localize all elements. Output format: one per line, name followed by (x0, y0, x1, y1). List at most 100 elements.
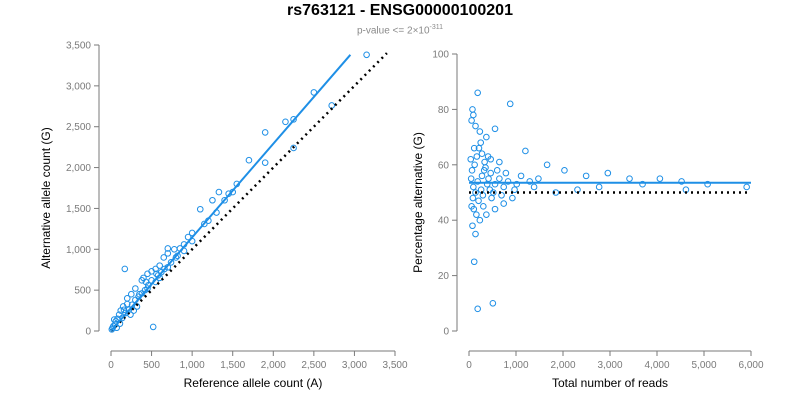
left-data-point (164, 245, 172, 252)
right-data-point (469, 222, 476, 230)
right-data-point (530, 183, 538, 191)
right-y-tick-label: 100 (432, 50, 449, 61)
right-data-point (470, 258, 478, 266)
right-x-tick-label: 0 (466, 360, 472, 371)
right-data-point (467, 175, 475, 182)
right-data-point (535, 175, 542, 182)
right-data-point (468, 167, 476, 174)
right-data-point (476, 216, 484, 224)
left-y-tick-label: 1,000 (66, 245, 91, 256)
right-data-point (475, 197, 482, 205)
left-data-point (130, 307, 138, 314)
right-data-point (483, 133, 490, 141)
right-data-point (493, 167, 501, 174)
left-x-tick-label: 0 (108, 360, 114, 371)
left-data-point (164, 250, 172, 257)
left-x-tick-label: 1,500 (220, 360, 245, 371)
right-data-point (470, 205, 478, 213)
left-data-point (110, 316, 118, 323)
left-data-point (156, 262, 163, 269)
left-data-point (261, 129, 269, 136)
right-data-point (474, 89, 481, 97)
left-data-point (196, 205, 204, 213)
right-data-point (517, 172, 525, 180)
right-data-point (498, 191, 505, 199)
left-data-point (161, 265, 168, 273)
right-data-point (476, 128, 484, 135)
right-data-point (473, 153, 481, 160)
left-y-tick-label: 1,500 (66, 204, 91, 215)
left-x-tick-label: 2,000 (261, 360, 286, 371)
left-data-point (221, 196, 228, 204)
right-data-point (474, 305, 481, 313)
right-data-point (513, 180, 521, 188)
left-data-point (290, 116, 297, 123)
left-y-tick-label: 3,500 (66, 41, 91, 52)
left-data-point (201, 220, 208, 228)
left-y-tick-label: 500 (74, 286, 91, 297)
left-y-tick-label: 2,500 (66, 122, 91, 133)
right-data-point (511, 186, 518, 194)
right-data-point (506, 100, 514, 108)
left-data-point (290, 144, 297, 152)
right-x-tick-label: 6,000 (738, 360, 763, 371)
left-data-point (215, 188, 223, 196)
right-data-point (480, 203, 487, 210)
left-data-point (123, 300, 131, 308)
right-data-point (488, 194, 495, 202)
right-data-point (582, 172, 590, 180)
right-data-point (500, 183, 508, 191)
right-data-point (470, 183, 477, 191)
right-data-point (487, 169, 494, 177)
left-data-point (120, 306, 128, 314)
left-data-point (138, 277, 146, 284)
right-data-point (678, 178, 685, 185)
right-data-point (467, 155, 475, 163)
right-y-tick-label: 0 (443, 327, 449, 338)
left-reference-line (110, 52, 388, 332)
right-y-tick-label: 80 (438, 105, 450, 116)
right-data-point (639, 180, 646, 188)
right-x-axis-label: Total number of reads (552, 376, 668, 390)
left-data-point (153, 270, 160, 278)
right-data-point (491, 180, 499, 188)
left-data-point (144, 270, 151, 278)
right-data-point (522, 147, 529, 155)
right-data-point (468, 117, 475, 124)
left-x-tick-label: 500 (143, 360, 160, 371)
left-y-tick-label: 2,000 (66, 163, 91, 174)
right-data-point (478, 172, 486, 180)
right-x-tick-label: 5,000 (691, 360, 716, 371)
right-data-point (489, 300, 497, 307)
right-y-tick-label: 60 (438, 160, 450, 171)
left-x-tick-label: 3,500 (382, 360, 407, 371)
left-fit-line (110, 54, 352, 332)
left-data-point (245, 156, 253, 164)
right-data-point (481, 158, 488, 166)
right-data-point (469, 194, 477, 202)
right-y-tick-label: 40 (438, 216, 450, 227)
right-data-point (509, 194, 516, 202)
right-data-point (496, 158, 503, 166)
right-data-point (543, 161, 551, 169)
right-x-tick-label: 2,000 (550, 360, 575, 371)
right-x-tick-label: 1,000 (503, 360, 528, 371)
right-data-point (656, 175, 664, 182)
left-data-point (167, 259, 175, 266)
left-y-tick-label: 0 (85, 327, 91, 338)
left-y-axis-label: Alternative allele count (G) (39, 127, 53, 268)
percentage-alternative-scatter: 0 20 40 60 80 100 0 1,000 2,000 3,000 4,000 5,000 6,… (411, 50, 764, 391)
right-data-point (496, 175, 503, 182)
right-data-point (626, 175, 633, 182)
right-data-point (500, 200, 508, 207)
right-x-tick-label: 3,000 (597, 360, 622, 371)
left-data-point (363, 51, 370, 59)
right-data-point (491, 125, 499, 133)
left-data-point (282, 118, 289, 126)
left-x-tick-label: 2,500 (301, 360, 326, 371)
left-data-point (328, 102, 336, 109)
left-data-point (123, 295, 131, 302)
subtitle-exponent: -311 (429, 24, 444, 31)
right-data-point (502, 169, 510, 177)
